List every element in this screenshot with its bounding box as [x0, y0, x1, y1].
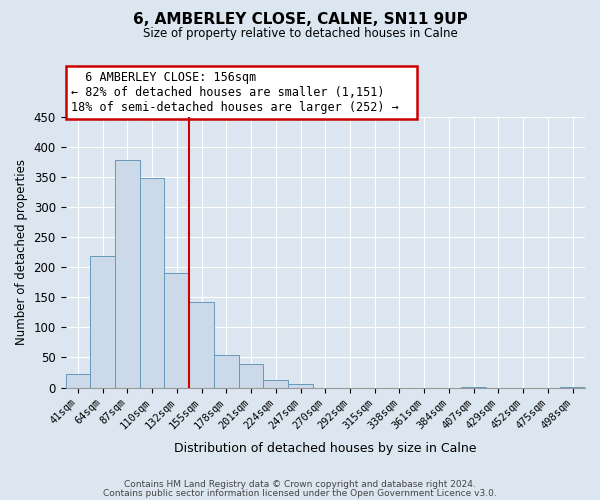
Text: Size of property relative to detached houses in Calne: Size of property relative to detached ho…: [143, 28, 457, 40]
Bar: [189, 302, 214, 388]
Text: Contains public sector information licensed under the Open Government Licence v3: Contains public sector information licen…: [103, 488, 497, 498]
Bar: [288, 384, 313, 388]
Text: 6, AMBERLEY CLOSE, CALNE, SN11 9UP: 6, AMBERLEY CLOSE, CALNE, SN11 9UP: [133, 12, 467, 28]
X-axis label: Distribution of detached houses by size in Calne: Distribution of detached houses by size …: [174, 442, 476, 455]
Bar: [164, 274, 189, 388]
Bar: [65, 374, 90, 388]
Bar: [214, 355, 239, 388]
Bar: [239, 364, 263, 388]
Bar: [461, 387, 486, 388]
Bar: [90, 256, 115, 388]
Text: Contains HM Land Registry data © Crown copyright and database right 2024.: Contains HM Land Registry data © Crown c…: [124, 480, 476, 489]
Bar: [263, 380, 288, 388]
Bar: [140, 178, 164, 388]
Text: 6 AMBERLEY CLOSE: 156sqm
← 82% of detached houses are smaller (1,151)
18% of sem: 6 AMBERLEY CLOSE: 156sqm ← 82% of detach…: [71, 71, 413, 114]
Bar: [560, 387, 585, 388]
Bar: [115, 160, 140, 388]
Y-axis label: Number of detached properties: Number of detached properties: [15, 159, 28, 345]
